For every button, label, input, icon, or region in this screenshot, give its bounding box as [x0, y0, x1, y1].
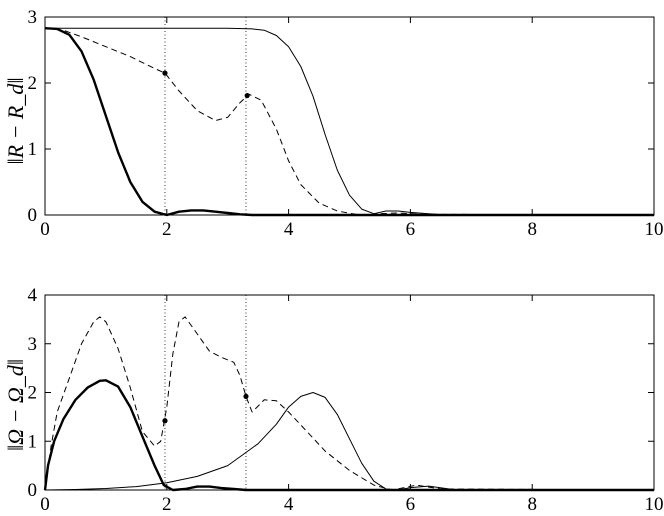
- bottom-panel-angular-velocity-error: ‖Ω − Ω_d‖ 0 2 4 6 8 10 0 1 2 3 4: [3, 285, 663, 515]
- x-tick-label: 6: [406, 494, 416, 515]
- y-tick-label: 2: [28, 383, 38, 404]
- x-tick-label: 0: [40, 494, 50, 515]
- y-tick-label: 1: [28, 431, 38, 452]
- x-tick-label: 6: [406, 219, 416, 240]
- x-tick-label: 4: [284, 219, 294, 240]
- series-line-dashed: [44, 316, 655, 491]
- switch-point-marker: [244, 92, 250, 99]
- series-line-thick-solid: [43, 379, 654, 492]
- bottom-ylabel-text: ‖Ω − Ω_d‖: [3, 359, 28, 451]
- axes-frame: [44, 16, 655, 216]
- top-panel-rotation-error: ‖R − R_d‖ 0 2 4 6 8 10 0 1 2 3: [3, 7, 663, 240]
- y-tick-label: 0: [28, 205, 38, 226]
- y-tick-label: 2: [28, 73, 38, 94]
- top-ylabel-text: ‖R − R_d‖: [3, 77, 28, 164]
- series-line-thin-solid: [45, 27, 654, 216]
- series-line-thick-solid: [44, 27, 654, 217]
- y-tick-label: 4: [28, 285, 38, 306]
- axes-frame: [44, 294, 655, 491]
- y-tick-label: 3: [28, 7, 38, 28]
- x-tick-label: 2: [162, 494, 172, 515]
- y-tick-label: 0: [28, 480, 38, 501]
- switch-point-marker: [162, 70, 168, 76]
- x-tick-label: 8: [527, 494, 537, 515]
- top-panel-ylabel: ‖R − R_d‖: [3, 77, 28, 164]
- x-tick-label: 10: [645, 219, 664, 240]
- x-tick-label: 0: [40, 219, 50, 240]
- x-tick-label: 10: [645, 494, 664, 515]
- series-line-thin-solid: [44, 392, 655, 491]
- series-line-dashed: [44, 27, 655, 216]
- switch-point-marker: [162, 418, 168, 424]
- y-tick-label: 3: [28, 334, 38, 355]
- switch-point-marker: [243, 393, 249, 399]
- y-tick-label: 1: [28, 139, 38, 160]
- x-tick-label: 8: [527, 219, 537, 240]
- bottom-panel-ylabel: ‖Ω − Ω_d‖: [3, 359, 28, 451]
- x-tick-label: 2: [162, 219, 172, 240]
- x-tick-label: 4: [284, 494, 294, 515]
